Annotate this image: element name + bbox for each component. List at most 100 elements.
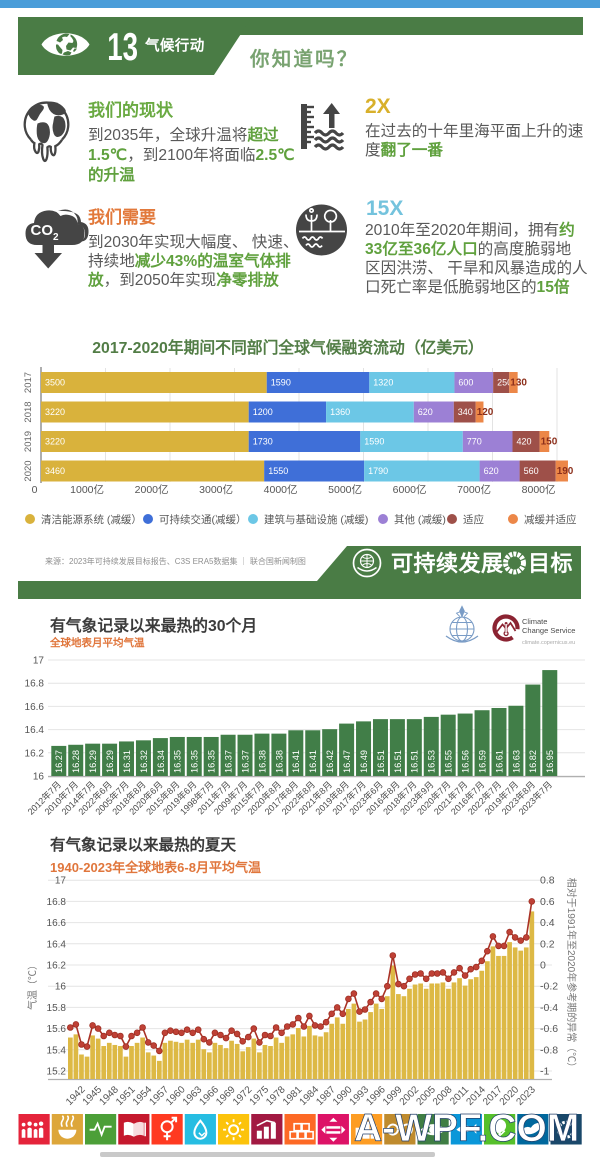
svg-text:16.31: 16.31 [122, 750, 132, 773]
svg-text:-0.4: -0.4 [540, 1002, 558, 1014]
svg-text:16: 16 [55, 982, 67, 993]
svg-text:16.95: 16.95 [545, 750, 555, 773]
svg-text:0: 0 [540, 960, 546, 972]
svg-text:-0.2: -0.2 [540, 981, 558, 993]
svg-text:16.32: 16.32 [139, 750, 149, 773]
svg-text:Change Service: Change Service [522, 626, 575, 635]
svg-text:16.37: 16.37 [224, 750, 234, 773]
svg-text:16.8: 16.8 [47, 897, 67, 908]
svg-text:-0.6: -0.6 [540, 1023, 558, 1035]
svg-text:16.42: 16.42 [325, 750, 335, 773]
svg-text:420: 420 [517, 437, 532, 447]
svg-text:16.4: 16.4 [25, 725, 45, 736]
svg-text:1360: 1360 [330, 407, 350, 417]
svg-text:16.2: 16.2 [47, 961, 67, 972]
svg-text:16.41: 16.41 [291, 750, 301, 773]
svg-text:-1: -1 [540, 1066, 549, 1078]
svg-text:1790: 1790 [368, 466, 388, 476]
svg-text:120: 120 [477, 407, 494, 418]
svg-text:4000亿: 4000亿 [264, 483, 298, 496]
svg-text:3460: 3460 [45, 466, 65, 476]
svg-text:15.6: 15.6 [47, 1024, 67, 1035]
svg-text:15.8: 15.8 [47, 1003, 67, 1014]
svg-text:1200: 1200 [253, 407, 273, 417]
svg-text:6000亿: 6000亿 [393, 483, 427, 496]
svg-text:16.4: 16.4 [47, 939, 67, 950]
svg-text:2017: 2017 [23, 372, 34, 393]
svg-text:16.35: 16.35 [173, 750, 183, 773]
svg-text:2019: 2019 [23, 431, 34, 452]
svg-text:2020: 2020 [23, 460, 34, 481]
svg-text:16.55: 16.55 [444, 750, 454, 773]
svg-text:16.6: 16.6 [47, 918, 67, 929]
svg-text:17: 17 [55, 876, 67, 887]
svg-text:16.49: 16.49 [359, 750, 369, 773]
svg-text:气候行动: 气候行动 [144, 37, 205, 55]
svg-text:climate.copernicus.eu: climate.copernicus.eu [522, 640, 575, 646]
svg-text:可持续发展: 可持续发展 [391, 551, 504, 576]
svg-text:600: 600 [458, 378, 473, 388]
svg-text:620: 620 [484, 466, 499, 476]
svg-text:-0.8: -0.8 [540, 1044, 558, 1056]
svg-text:1550: 1550 [268, 466, 288, 476]
svg-text:CO: CO [31, 222, 54, 239]
svg-text:1000亿: 1000亿 [70, 483, 104, 496]
svg-text:你知道吗？: 你知道吗？ [249, 48, 359, 71]
svg-text:0.2: 0.2 [540, 938, 555, 950]
svg-text:13: 13 [107, 25, 138, 69]
svg-text:16.29: 16.29 [88, 750, 98, 773]
svg-text:770: 770 [467, 437, 482, 447]
svg-text:16.35: 16.35 [190, 750, 200, 773]
svg-text:0.4: 0.4 [540, 917, 555, 929]
svg-text:16.41: 16.41 [308, 750, 318, 773]
svg-text:15.2: 15.2 [47, 1067, 67, 1078]
svg-text:16.34: 16.34 [156, 750, 166, 773]
svg-text:150: 150 [541, 437, 558, 448]
svg-text:15.4: 15.4 [47, 1045, 67, 1056]
svg-text:16.82: 16.82 [528, 750, 538, 773]
svg-text:16.37: 16.37 [240, 750, 250, 773]
svg-text:16.51: 16.51 [376, 750, 386, 773]
svg-text:8000亿: 8000亿 [522, 483, 556, 496]
svg-text:7000亿: 7000亿 [457, 483, 491, 496]
svg-text:2000亿: 2000亿 [135, 483, 169, 496]
svg-text:250: 250 [497, 378, 512, 388]
svg-text:气温（℃）: 气温（℃） [26, 960, 39, 1010]
svg-text:1730: 1730 [253, 437, 273, 447]
svg-text:2: 2 [53, 232, 59, 243]
svg-text:0.6: 0.6 [540, 896, 555, 908]
svg-text:1590: 1590 [271, 378, 291, 388]
svg-text:340: 340 [458, 407, 473, 417]
svg-text:16.63: 16.63 [511, 750, 521, 773]
svg-text:16.6: 16.6 [25, 702, 45, 713]
svg-text:3220: 3220 [45, 407, 65, 417]
svg-text:16.27: 16.27 [54, 750, 64, 773]
svg-text:16.35: 16.35 [207, 750, 217, 773]
svg-text:16.38: 16.38 [257, 750, 267, 773]
svg-text:3000亿: 3000亿 [199, 483, 233, 496]
svg-text:16.28: 16.28 [71, 750, 81, 773]
svg-text:3500: 3500 [45, 378, 65, 388]
svg-text:2023: 2023 [514, 1084, 538, 1108]
svg-text:相对于1991年至2020年参考期的异常（℃）: 相对于1991年至2020年参考期的异常（℃） [565, 878, 578, 1073]
svg-text:目标: 目标 [528, 551, 573, 576]
svg-text:16.56: 16.56 [461, 750, 471, 773]
svg-text:16.61: 16.61 [494, 750, 504, 773]
svg-text:16.2: 16.2 [25, 748, 45, 759]
svg-text:16.51: 16.51 [393, 750, 403, 773]
svg-text:16.29: 16.29 [105, 750, 115, 773]
svg-text:5000亿: 5000亿 [328, 483, 362, 496]
svg-text:0: 0 [32, 484, 38, 496]
svg-text:16.51: 16.51 [410, 750, 420, 773]
svg-text:16: 16 [33, 772, 45, 783]
svg-text:130: 130 [510, 378, 527, 389]
svg-text:16.53: 16.53 [427, 750, 437, 773]
svg-text:17: 17 [33, 656, 45, 667]
svg-text:0.8: 0.8 [540, 875, 555, 887]
svg-text:560: 560 [524, 466, 539, 476]
svg-text:16.47: 16.47 [342, 750, 352, 773]
svg-text:620: 620 [418, 407, 433, 417]
svg-text:1590: 1590 [364, 437, 384, 447]
svg-text:16.8: 16.8 [25, 679, 45, 690]
svg-text:1320: 1320 [373, 378, 393, 388]
